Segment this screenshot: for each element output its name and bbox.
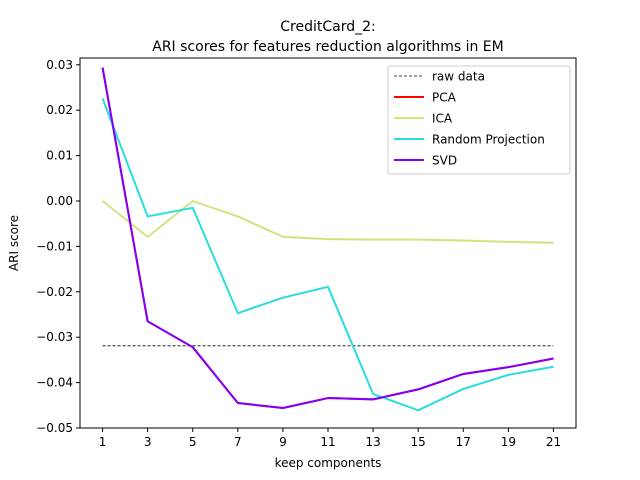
legend-label: PCA	[432, 91, 457, 105]
y-tick-label: −0.02	[36, 285, 73, 299]
x-tick-label: 5	[189, 435, 197, 449]
legend-label: raw data	[432, 70, 485, 84]
y-tick-label: 0.00	[46, 194, 73, 208]
y-tick-label: −0.05	[36, 421, 73, 435]
x-tick-label: 7	[234, 435, 242, 449]
series-lines	[101, 67, 554, 412]
legend-box	[387, 65, 571, 175]
plot-frame	[79, 57, 577, 429]
x-tick-label: 19	[501, 435, 516, 449]
legend-label: Random Projection	[432, 133, 545, 147]
legend-label: SVD	[432, 154, 457, 168]
x-tick-label: 9	[279, 435, 287, 449]
series-line-ica	[101, 200, 554, 244]
chart-title-line1: CreditCard_2:	[280, 19, 375, 35]
legend: raw data PCA ICA Random Projection SVD	[387, 65, 571, 175]
axis-ticks: 1 3 5 7 9 11 13 15 17 19 210.030.020.010.00−0.01−0…	[36, 58, 561, 449]
y-tick-label: 0.02	[46, 103, 73, 117]
chart-title-line2: ARI scores for features reduction algori…	[152, 39, 503, 55]
y-tick-label: 0.03	[46, 58, 73, 72]
series-line-svd	[101, 67, 554, 410]
x-tick-label: 17	[456, 435, 471, 449]
y-tick-label: −0.03	[36, 330, 73, 344]
legend-label: ICA	[432, 112, 453, 126]
y-tick-label: −0.01	[36, 239, 73, 253]
x-tick-label: 11	[320, 435, 335, 449]
x-tick-label: 15	[411, 435, 426, 449]
y-tick-label: −0.04	[36, 376, 73, 390]
x-tick-label: 3	[144, 435, 152, 449]
x-tick-label: 21	[546, 435, 561, 449]
y-tick-label: 0.01	[46, 149, 73, 163]
series-line-random-projection	[101, 98, 554, 412]
x-tick-label: 13	[365, 435, 380, 449]
x-tick-label: 1	[99, 435, 107, 449]
x-axis-label: keep components	[275, 456, 382, 470]
y-axis-label: ARI score	[7, 215, 21, 271]
